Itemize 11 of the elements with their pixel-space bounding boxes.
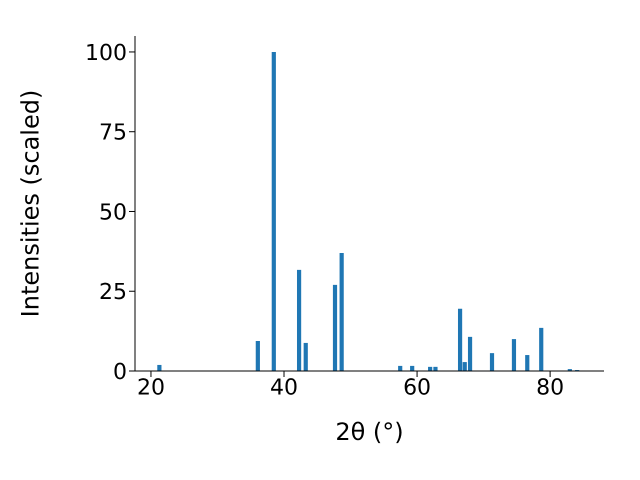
y-tick-label: 0	[113, 360, 127, 385]
y-tick-label: 25	[99, 280, 127, 306]
x-tick-label: 60	[403, 376, 432, 401]
y-tick-label: 100	[85, 40, 127, 66]
x-axis-title: 2θ (°)	[335, 418, 404, 446]
x-tick-label: 40	[270, 376, 298, 401]
x-tick-label: 80	[536, 376, 564, 401]
y-tick-label: 75	[99, 120, 127, 146]
y-tick-label: 50	[99, 200, 127, 226]
x-tick-label: 20	[136, 376, 165, 401]
y-axis-title: Intensities (scaled)	[16, 90, 45, 318]
